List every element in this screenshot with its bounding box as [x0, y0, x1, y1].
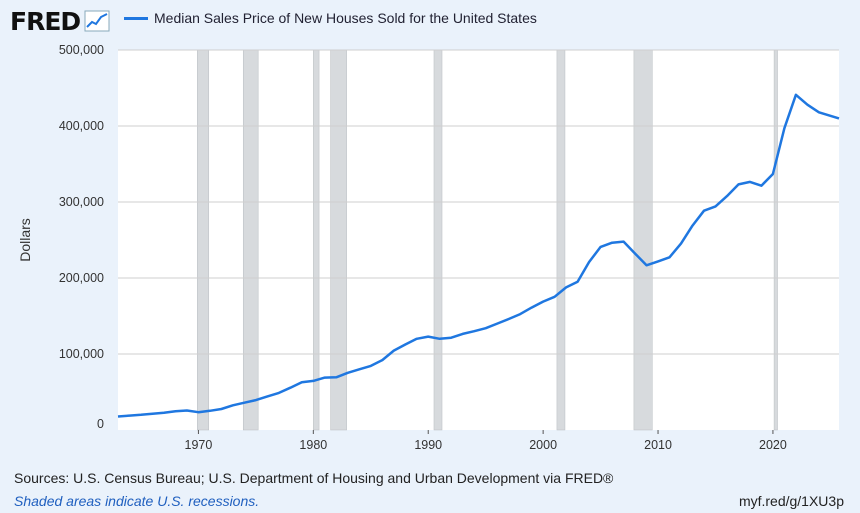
recession-band	[197, 49, 210, 431]
y-axis-label: Dollars	[17, 218, 33, 262]
recession-band	[313, 49, 320, 431]
gridlines	[118, 49, 839, 355]
x-tick-label: 2000	[529, 438, 557, 452]
recession-bands	[197, 49, 778, 431]
recession-band	[433, 49, 443, 431]
sources-note: Sources: U.S. Census Bureau; U.S. Depart…	[14, 470, 614, 486]
short-url-link[interactable]: myf.red/g/1XU3p	[738, 493, 844, 509]
recession-band	[556, 49, 566, 431]
series-line	[117, 93, 840, 418]
x-tick-label: 2020	[759, 438, 787, 452]
x-tick-label: 2010	[644, 438, 672, 452]
y-tick-label: 500,000	[59, 43, 104, 57]
line-chart-icon	[84, 10, 110, 32]
y-tick-label: 300,000	[59, 195, 104, 209]
y-axis-ticks: 0 100,000 200,000 300,000 400,000 500,000	[59, 43, 104, 431]
legend: Median Sales Price of New Houses Sold fo…	[124, 10, 537, 26]
header: FRED	[10, 6, 110, 36]
y-tick-label: 0	[97, 417, 104, 431]
legend-label[interactable]: Median Sales Price of New Houses Sold fo…	[154, 10, 537, 26]
y-tick-label: 200,000	[59, 271, 104, 285]
recession-band	[773, 49, 778, 431]
y-tick-label: 100,000	[59, 347, 104, 361]
plot-area	[118, 50, 839, 430]
recession-note: Shaded areas indicate U.S. recessions.	[14, 493, 260, 509]
y-tick-label: 400,000	[59, 119, 104, 133]
x-tick-label: 1970	[185, 438, 213, 452]
legend-swatch	[124, 16, 148, 20]
x-tick-label: 1990	[414, 438, 442, 452]
line-chart: 0 100,000 200,000 300,000 400,000 500,000 197…	[17, 43, 840, 452]
recession-band	[633, 49, 653, 431]
x-tick-label: 1980	[299, 438, 327, 452]
x-axis-ticks: 1970 1980 1990 2000 2010 2020	[185, 430, 787, 452]
recession-band	[242, 49, 259, 431]
fred-logo[interactable]: FRED	[10, 6, 81, 36]
